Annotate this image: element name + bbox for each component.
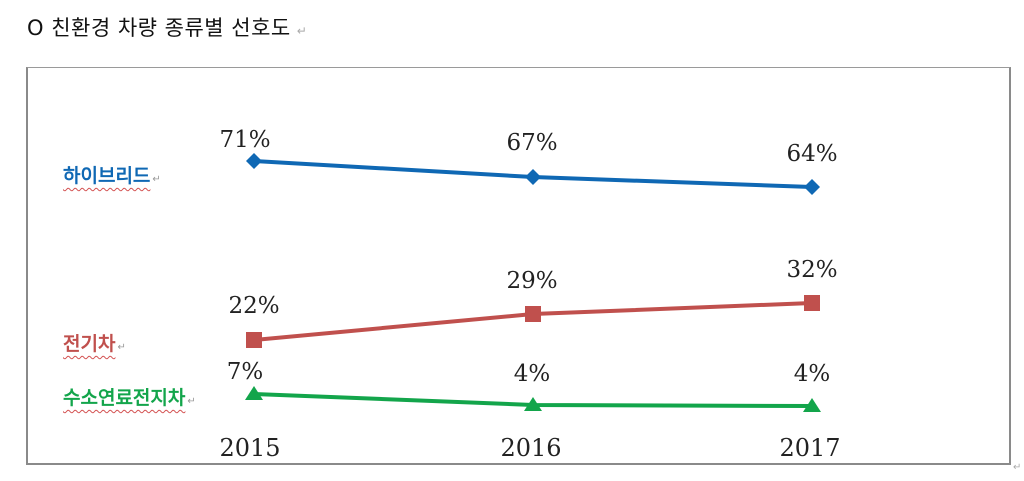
- value-label-hybrid-2015: 71%: [219, 127, 271, 153]
- x-tick-2016: 2016: [500, 434, 562, 462]
- x-tick-2015: 2015: [219, 434, 281, 462]
- series-label-text: 수소연료전지차: [63, 387, 186, 409]
- marker-triangle-icon: [245, 386, 263, 400]
- value-label-hybrid-2016: 67%: [506, 130, 558, 156]
- series-label-text: 전기차: [63, 333, 116, 355]
- marker-square-icon: [246, 332, 262, 348]
- value-label-fcev-2017: 4%: [793, 361, 831, 387]
- value-label-ev-2016: 29%: [506, 268, 558, 294]
- x-tick-2017: 2017: [779, 434, 841, 462]
- paragraph-mark-icon: ↵: [152, 174, 161, 185]
- series-label-text: 하이브리드: [63, 165, 151, 187]
- paragraph-mark-icon: ↵: [296, 24, 308, 38]
- marker-diamond-icon: [804, 179, 820, 195]
- value-label-fcev-2016: 4%: [513, 361, 551, 387]
- marker-triangle-icon: [803, 398, 821, 412]
- series-label-fcev: 수소연료전지차 ↵: [63, 383, 196, 410]
- series-label-ev: 전기차 ↵: [63, 329, 126, 356]
- value-label-ev-2017: 32%: [786, 257, 838, 283]
- value-label-ev-2015: 22%: [228, 293, 280, 319]
- value-label-hybrid-2017: 64%: [786, 141, 838, 167]
- marker-square-icon: [525, 306, 541, 322]
- marker-triangle-icon: [524, 397, 542, 411]
- title-text: O 친환경 차량 종류별 선호도: [27, 16, 291, 40]
- series-label-hybrid: 하이브리드 ↵: [63, 161, 161, 188]
- marker-diamond-icon: [246, 153, 262, 169]
- paragraph-mark-icon: ↵: [187, 396, 196, 407]
- paragraph-mark-icon: ↵: [1013, 462, 1022, 473]
- marker-square-icon: [804, 295, 820, 311]
- page-title: O 친환경 차량 종류별 선호도 ↵: [27, 12, 307, 42]
- paragraph-mark-icon: ↵: [117, 342, 126, 353]
- marker-diamond-icon: [525, 169, 541, 185]
- chart-frame: [26, 67, 1011, 465]
- value-label-fcev-2015: 7%: [226, 359, 264, 385]
